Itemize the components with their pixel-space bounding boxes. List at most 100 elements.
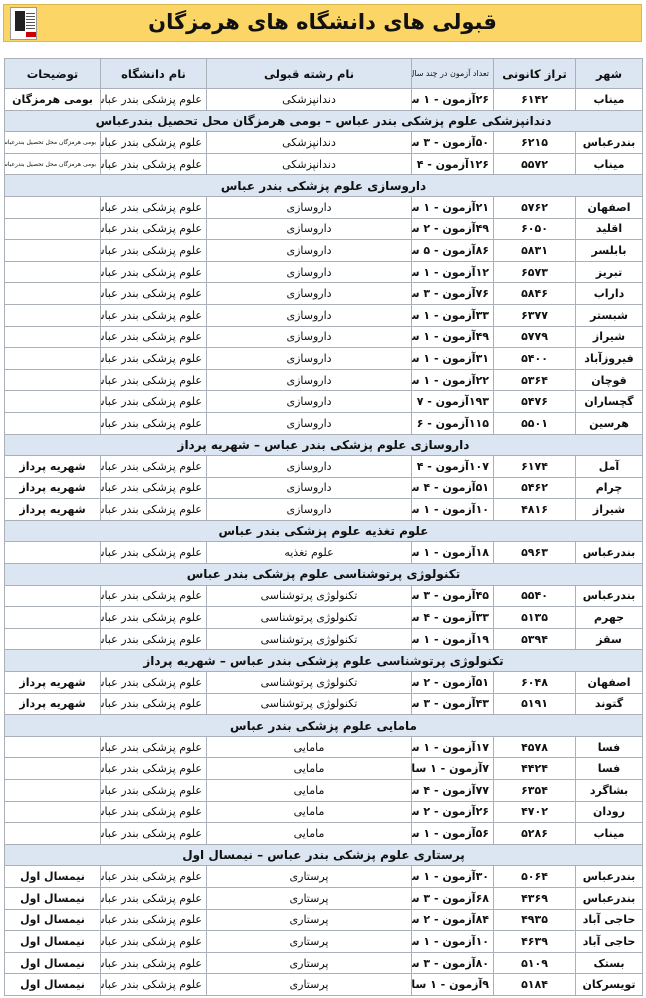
exams-cell: ۱۰۷آزمون - ۴ سال (411, 455, 494, 478)
notes-cell (4, 822, 101, 845)
city-cell: گچساران (575, 390, 643, 413)
column-header-notes: توضیحات (4, 58, 101, 89)
logo-icon (10, 7, 37, 40)
university-cell: علوم پزشکی بندر عباس (100, 865, 207, 888)
notes-cell (4, 368, 101, 392)
city-cell: بندرعباس (575, 865, 643, 888)
score-cell: ۴۹۳۵ (493, 908, 576, 932)
exams-cell: ۹آزمون - ۱ سال (411, 973, 494, 996)
exams-cell: ۵۱آزمون - ۲ سال (411, 671, 494, 694)
city-cell: چرام (575, 476, 643, 500)
exams-cell: ۸۰آزمون - ۳ سال (411, 951, 494, 975)
university-cell: علوم پزشکی بندر عباس (100, 390, 207, 413)
column-header-score: تراز کانونی (493, 58, 576, 89)
exams-cell: ۷۶آزمون - ۳ سال (411, 282, 494, 305)
university-cell: علوم پزشکی بندر عباس (100, 930, 207, 953)
city-cell: میناب (575, 152, 643, 176)
notes-cell: نیمسال اول (4, 865, 101, 888)
university-cell: علوم پزشکی بندر عباس (100, 282, 207, 305)
notes-cell: نیمسال اول (4, 908, 101, 932)
exams-cell: ۱۹۳آزمون - ۷ سال (411, 390, 494, 413)
table-header-row: شهر تراز کانونی تعداد آزمون در چند سال ن… (4, 58, 643, 89)
exams-cell: ۴۳آزمون - ۳ سال (411, 692, 494, 716)
section-title: دندانپزشکی علوم پزشکی بندر عباس – بومی ه… (4, 109, 643, 133)
exams-cell: ۵۶آزمون - ۱ سال (411, 822, 494, 845)
university-cell: علوم پزشکی بندر عباس (100, 908, 207, 932)
city-cell: سقز (575, 627, 643, 651)
notes-cell: نیمسال اول (4, 930, 101, 953)
major-cell: دندانپزشکی (206, 152, 412, 176)
notes-cell (4, 779, 101, 802)
university-cell: علوم پزشکی بندر عباس (100, 260, 207, 284)
notes-cell: نیمسال اول (4, 886, 101, 910)
score-cell: ۶۳۷۷ (493, 303, 576, 327)
university-cell: علوم پزشکی بندر عباس (100, 498, 207, 521)
city-cell: حاجی آباد (575, 930, 643, 953)
university-cell: علوم پزشکی بندر عباس (100, 951, 207, 975)
notes-cell: نیمسال اول (4, 951, 101, 975)
major-cell: علوم تغذیه (206, 541, 412, 565)
score-cell: ۵۴۶۲ (493, 476, 576, 500)
university-cell: علوم پزشکی بندر عباس (100, 325, 207, 349)
city-cell: فسا (575, 735, 643, 759)
score-cell: ۶۰۴۸ (493, 671, 576, 694)
exams-cell: ۵۱آزمون - ۴ سال (411, 476, 494, 500)
major-cell: داروسازی (206, 325, 412, 349)
major-cell: دندانپزشکی (206, 88, 412, 111)
notes-cell (4, 239, 101, 262)
score-cell: ۵۱۹۱ (493, 692, 576, 716)
university-cell: علوم پزشکی بندر عباس (100, 973, 207, 996)
major-cell: پرستاری (206, 951, 412, 975)
university-cell: علوم پزشکی بندر عباس (100, 455, 207, 478)
notes-cell: بومی هرمزگان محل تحصیل بندرعباس (4, 131, 101, 154)
notes-cell (4, 541, 101, 565)
exams-cell: ۶۸آزمون - ۳ سال (411, 886, 494, 910)
score-cell: ۵۹۶۳ (493, 541, 576, 565)
score-cell: ۶۱۷۴ (493, 455, 576, 478)
university-cell: علوم پزشکی بندر عباس (100, 411, 207, 435)
section-header-row: داروسازی علوم پزشکی بندر عباس – شهریه پر… (4, 433, 643, 457)
exams-cell: ۴۹آزمون - ۱ سال (411, 325, 494, 349)
notes-cell (4, 757, 101, 780)
score-cell: ۵۱۸۴ (493, 973, 576, 996)
score-cell: ۶۲۱۵ (493, 131, 576, 154)
city-cell: گتوند (575, 692, 643, 716)
major-cell: تکنولوژی پرتوشناسی (206, 692, 412, 716)
section-title: داروسازی علوم پزشکی بندر عباس – شهریه پر… (4, 433, 643, 457)
notes-cell (4, 347, 101, 370)
section-title: داروسازی علوم پزشکی بندر عباس (4, 174, 643, 197)
exams-cell: ۴۹آزمون - ۲ سال (411, 217, 494, 241)
exams-cell: ۱۲۶آزمون - ۴ سال (411, 152, 494, 176)
major-cell: مامایی (206, 800, 412, 824)
score-cell: ۴۴۲۴ (493, 757, 576, 780)
score-cell: ۵۷۶۲ (493, 195, 576, 219)
notes-cell (4, 584, 101, 608)
city-cell: فیروزآباد (575, 347, 643, 370)
column-header-university: نام دانشگاه (100, 58, 207, 89)
score-cell: ۵۴۷۶ (493, 390, 576, 413)
score-cell: ۶۱۴۲ (493, 88, 576, 111)
university-cell: علوم پزشکی بندر عباس (100, 368, 207, 392)
city-cell: میناب (575, 88, 643, 111)
university-cell: علوم پزشکی بندر عباس (100, 476, 207, 500)
major-cell: داروسازی (206, 260, 412, 284)
exams-cell: ۱۱۵آزمون - ۶ سال (411, 411, 494, 435)
title-banner: قبولی های دانشگاه های هرمزگان (3, 4, 642, 42)
city-cell: بندرعباس (575, 584, 643, 608)
major-cell: داروسازی (206, 303, 412, 327)
university-cell: علوم پزشکی بندر عباس (100, 217, 207, 241)
university-cell: علوم پزشکی بندر عباس (100, 152, 207, 176)
major-cell: تکنولوژی پرتوشناسی (206, 627, 412, 651)
